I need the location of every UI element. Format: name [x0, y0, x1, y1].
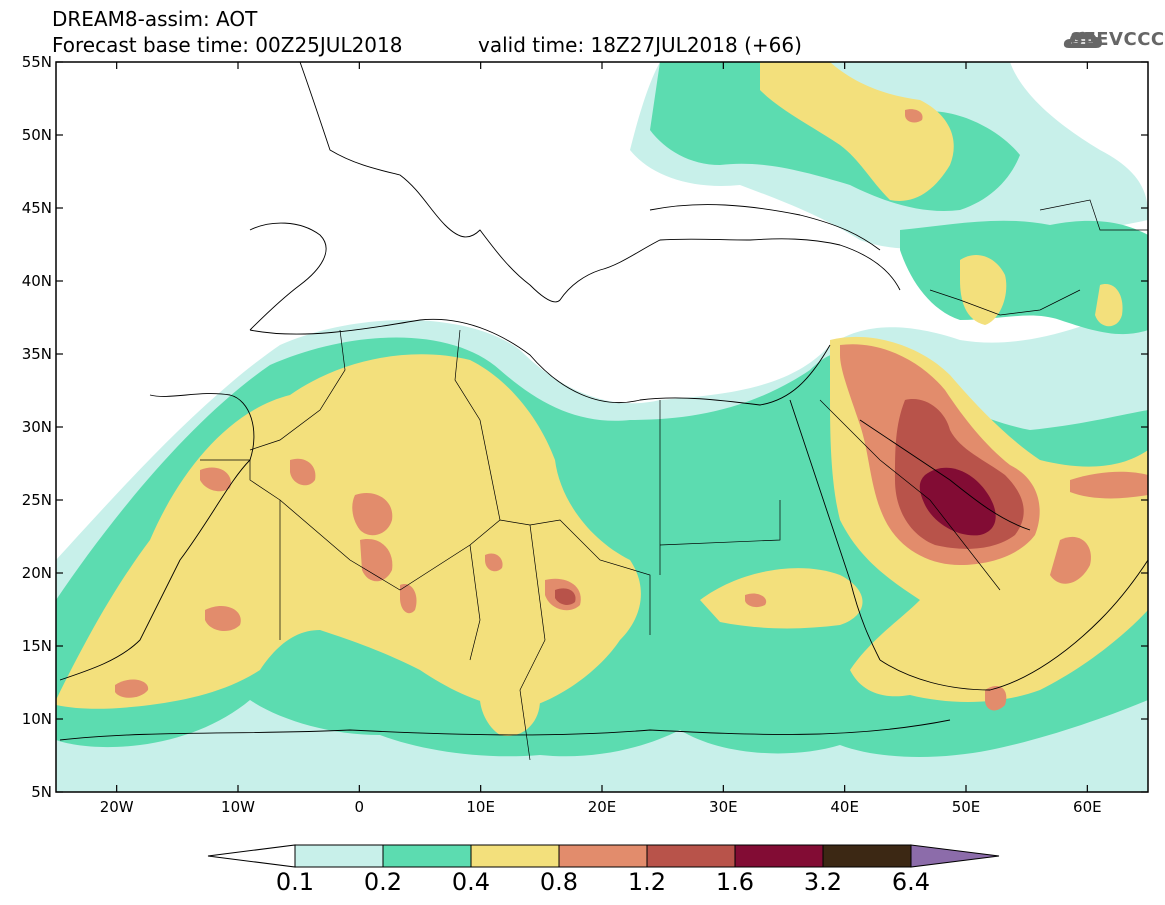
lon-label: 60E: [1073, 798, 1102, 816]
forecast-base-time: Forecast base time: 00Z25JUL2018: [52, 33, 403, 57]
colorbar-tick-label: 6.4: [891, 868, 931, 896]
lat-label: 45N: [22, 199, 52, 217]
cloud-icon: [1063, 31, 1102, 48]
colorbar-tick-label: 0.4: [451, 868, 491, 896]
lat-label: 35N: [22, 345, 52, 363]
colorbar-swatch: [294, 844, 384, 868]
colorbar-tick-label: 0.2: [363, 868, 403, 896]
lon-label: 10W: [221, 798, 255, 816]
lon-label: 10E: [466, 798, 495, 816]
axis-ticks: [56, 61, 1148, 793]
lon-label: 30E: [709, 798, 738, 816]
map-title: DREAM8-assim: AOT: [52, 7, 258, 31]
colorbar-swatch: [470, 844, 560, 868]
lat-label: 55N: [22, 53, 52, 71]
lat-label: 30N: [22, 418, 52, 436]
lon-label: 40E: [830, 798, 859, 816]
lat-label: 5N: [31, 783, 52, 801]
latitude-labels: 55N 50N 45N 40N 35N 30N 25N 20N 15N 10N 5N: [22, 53, 52, 801]
logo-text: SEEVCCC: [1070, 29, 1165, 50]
colorbar-swatch: [558, 844, 648, 868]
colorbar-tick-label: 0.8: [539, 868, 579, 896]
borders: [200, 199, 1148, 761]
lat-label: 50N: [22, 126, 52, 144]
colorbar-under-arrow: [207, 844, 296, 868]
colorbar-swatch: [646, 844, 736, 868]
lon-label: 50E: [952, 798, 981, 816]
colorbar-swatch: [734, 844, 824, 868]
coastlines: [59, 62, 1148, 741]
aot-level-1.6: [919, 467, 996, 536]
lat-label: 20N: [22, 564, 52, 582]
lon-label: 20E: [588, 798, 617, 816]
longitude-labels: 20W 10W 0 10E 20E 30E 40E 50E 60E: [100, 798, 1102, 816]
lat-label: 15N: [22, 637, 52, 655]
aot-contour-fill: [56, 62, 1148, 792]
colorbar-swatch: [822, 844, 912, 868]
lat-label: 10N: [22, 710, 52, 728]
colorbar-over-arrow: [910, 844, 1000, 868]
colorbar-swatch: [382, 844, 472, 868]
valid-time: valid time: 18Z27JUL2018 (+66): [478, 33, 802, 57]
colorbar-tick-label: 1.2: [627, 868, 667, 896]
lon-label: 20W: [100, 798, 134, 816]
colorbar-tick-label: 1.6: [715, 868, 755, 896]
lon-label: 0: [355, 798, 365, 816]
lat-label: 40N: [22, 272, 52, 290]
lat-label: 25N: [22, 491, 52, 509]
colorbar: [207, 844, 1000, 868]
colorbar-tick-label: 0.1: [275, 868, 315, 896]
colorbar-tick-label: 3.2: [803, 868, 843, 896]
